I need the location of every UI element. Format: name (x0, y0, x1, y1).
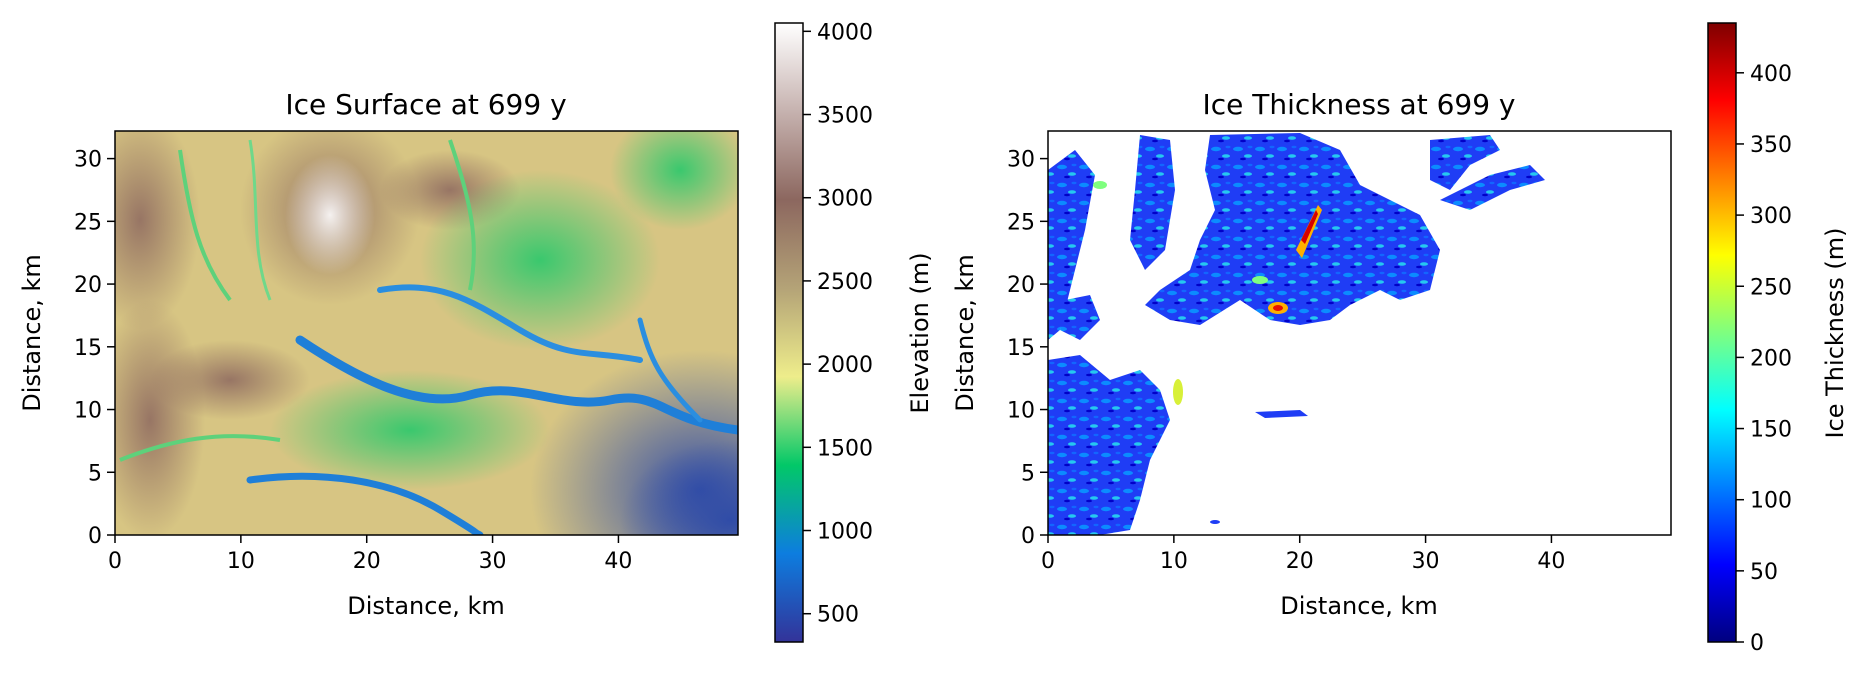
thickness-title: Ice Thickness at 699 y (1202, 88, 1515, 121)
surface-ytick-label: 0 (88, 524, 102, 549)
thickness-colorbar-tick-label: 50 (1750, 560, 1778, 585)
surface-xtick-label: 20 (353, 549, 381, 574)
thickness-ytick-label: 25 (1007, 210, 1035, 235)
thickness-xtick-label: 20 (1286, 549, 1314, 574)
thickness-colorbar-tick-label: 150 (1750, 418, 1792, 443)
thickness-colorbar-tick-label: 0 (1750, 631, 1764, 656)
thickness-colorbar-label: Ice Thickness (m) (1821, 227, 1849, 438)
surface-colorbar-tick-label: 1000 (817, 520, 873, 545)
thickness-xlabel: Distance, km (1280, 592, 1437, 620)
thickness-colorbar (1707, 22, 1737, 643)
elevation-colorbar (774, 22, 804, 643)
thickness-map (1048, 131, 1671, 535)
thickness-ytick-label: 0 (1021, 524, 1035, 549)
surface-ytick-label: 15 (74, 336, 102, 361)
thickness-colorbar-tick-label: 300 (1750, 204, 1792, 229)
tick-layer: 0 10 20 30 400510152025305001000150020002500… (74, 20, 1792, 656)
surface-ytick-label: 10 (74, 399, 102, 424)
surface-ytick-label: 20 (74, 273, 102, 298)
thickness-colorbar-tick-label: 350 (1750, 133, 1792, 158)
thickness-colorbar-tick-label: 100 (1750, 489, 1792, 514)
surface-colorbar-tick-label: 500 (817, 603, 859, 628)
elevation-colorbar-label: Elevation (m) (906, 252, 934, 413)
surface-ytick-label: 5 (88, 461, 102, 486)
thickness-ylabel: Distance, km (951, 254, 979, 411)
thickness-colorbar-tick-label: 200 (1750, 346, 1792, 371)
thickness-ytick-label: 15 (1007, 336, 1035, 361)
surface-xtick-label: 10 (227, 549, 255, 574)
surface-colorbar-tick-label: 1500 (817, 436, 873, 461)
thickness-xtick-label: 0 (1041, 549, 1055, 574)
surface-xlabel: Distance, km (347, 592, 504, 620)
thickness-ytick-label: 5 (1021, 461, 1035, 486)
thickness-axes-frame (1047, 130, 1672, 536)
thickness-xtick-label: 40 (1537, 549, 1565, 574)
surface-axes-frame (114, 130, 739, 536)
thickness-colorbar-tick-label: 250 (1750, 275, 1792, 300)
thickness-colorbar-tick-label: 400 (1750, 62, 1792, 87)
surface-xtick-label: 0 (108, 549, 122, 574)
surface-xtick-label: 30 (479, 549, 507, 574)
thickness-ytick-label: 30 (1007, 148, 1035, 173)
surface-colorbar-tick-label: 3000 (817, 187, 873, 212)
surface-colorbar-tick-label: 2000 (817, 353, 873, 378)
surface-title: Ice Surface at 699 y (285, 88, 566, 121)
surface-colorbar-tick-label: 2500 (817, 270, 873, 295)
surface-ytick-label: 25 (74, 210, 102, 235)
surface-ylabel: Distance, km (18, 254, 46, 411)
thickness-xtick-label: 30 (1412, 549, 1440, 574)
surface-xtick-label: 40 (604, 549, 632, 574)
surface-colorbar-tick-label: 4000 (817, 20, 873, 45)
surface-map (115, 131, 738, 535)
thickness-ytick-label: 10 (1007, 399, 1035, 424)
thickness-ytick-label: 20 (1007, 273, 1035, 298)
surface-ytick-label: 30 (74, 148, 102, 173)
surface-colorbar-tick-label: 3500 (817, 104, 873, 129)
thickness-xtick-label: 10 (1160, 549, 1188, 574)
